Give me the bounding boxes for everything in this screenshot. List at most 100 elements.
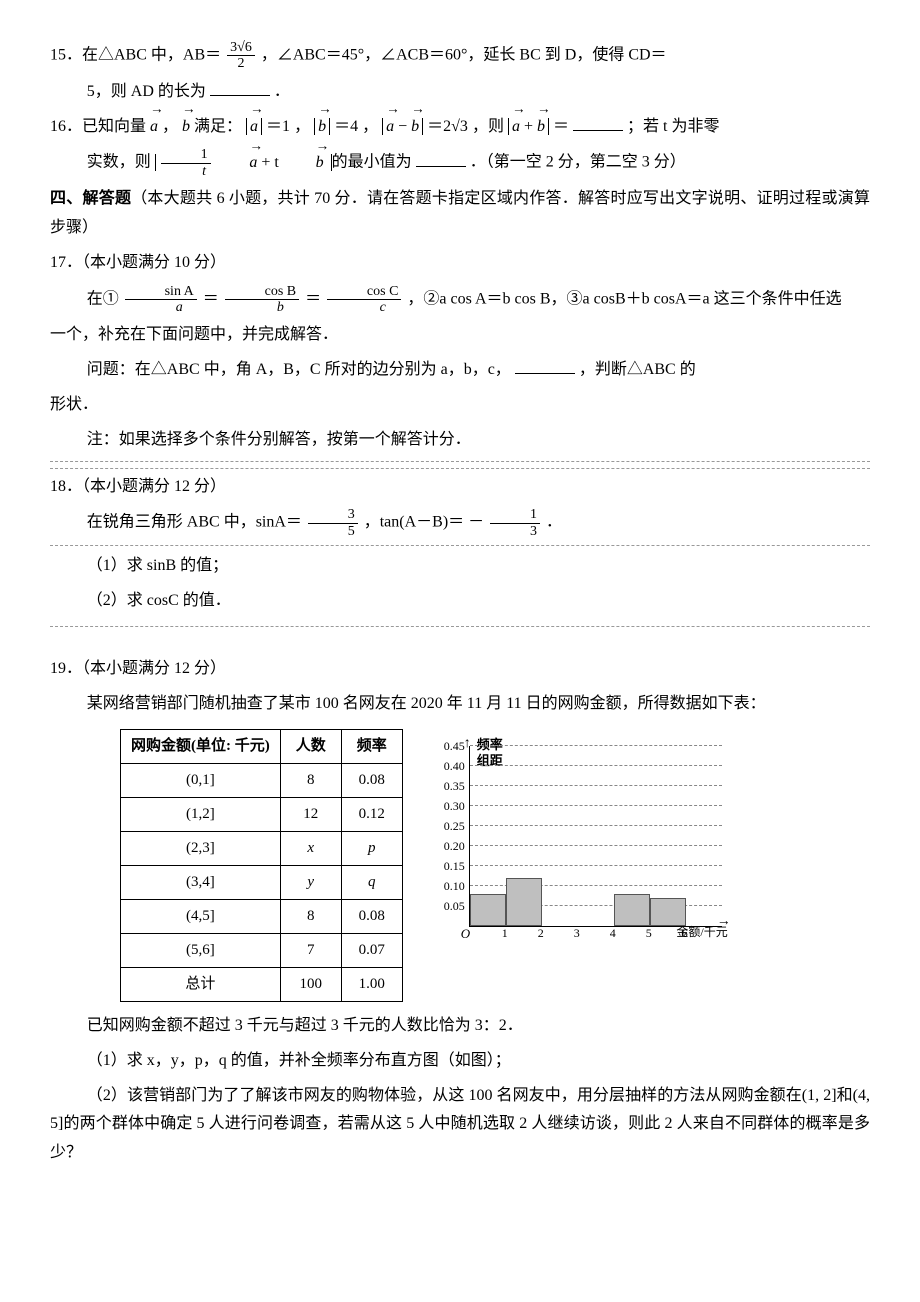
chart-bar bbox=[614, 894, 650, 926]
y-tick-label: 0.15 bbox=[429, 856, 465, 878]
q16-eq4rhs: ＝ bbox=[553, 118, 569, 135]
abs-inv-t-a-plus-tb: 1 t →a + t→b bbox=[155, 154, 332, 171]
x-tick-label: 5 bbox=[646, 923, 652, 945]
q17-frac2: cos Bb bbox=[225, 284, 299, 316]
q17-frac2n: cos B bbox=[225, 284, 299, 299]
abs-a-plus-b: →a + →b bbox=[508, 118, 549, 135]
question-19-note: 已知网购金额不超过 3 千元与超过 3 千元的人数比恰为 3：2． bbox=[50, 1012, 870, 1041]
question-15: 15．在△ABC 中，AB＝ 3√6 2 ，∠ABC＝45°，∠ACB＝60°，… bbox=[50, 40, 870, 72]
abs-a-minus-b: →a − →b bbox=[382, 118, 423, 135]
gridline bbox=[470, 745, 722, 746]
q18-frac1n: 3 bbox=[308, 507, 358, 522]
q16-suffix1: ；若 t 为非零 bbox=[627, 118, 719, 135]
q16-frac-num: 1 bbox=[161, 147, 211, 162]
q16-sep4: ，则 bbox=[472, 118, 504, 135]
gridline bbox=[470, 825, 722, 826]
table-cell: 0.07 bbox=[341, 934, 402, 968]
q17-blank[interactable] bbox=[515, 357, 575, 374]
q17-frac1: sin Aa bbox=[125, 284, 197, 316]
x-axis-arrow-icon: → bbox=[717, 909, 731, 934]
table-cell: 0.08 bbox=[341, 900, 402, 934]
question-17-line1: 在① sin Aa ＝ cos Bb ＝ cos Cc ，②a cos A＝b … bbox=[50, 284, 870, 316]
q17-frac3: cos Cc bbox=[327, 284, 401, 316]
q18-line1-mid: ，tan(A－B)＝ bbox=[364, 514, 464, 531]
q15-frac-num: 3√6 bbox=[227, 40, 255, 55]
q16-line2-mid: 的最小值为 bbox=[332, 154, 412, 171]
section-4-heading: 四、解答题（本大题共 6 小题，共计 70 分．请在答题卡指定区域内作答．解答时… bbox=[50, 185, 870, 243]
q16-text1: 满足： bbox=[194, 118, 242, 135]
question-17-line3: 问题：在△ABC 中，角 A，B，C 所对的边分别为 a，b，c， ，判断△AB… bbox=[50, 356, 870, 385]
table-cell: 总计 bbox=[121, 968, 281, 1002]
table-row: (0,1]80.08 bbox=[121, 764, 403, 798]
question-19-sub1: （1）求 x，y，p，q 的值，并补全频率分布直方图（如图）； bbox=[50, 1047, 870, 1076]
x-tick-label: 4 bbox=[610, 923, 616, 945]
table-row: (3,4]yq bbox=[121, 866, 403, 900]
q16-line2-suffix: ．（第一空 2 分，第二空 3 分） bbox=[470, 154, 686, 171]
q15-frac: 3√6 2 bbox=[227, 40, 255, 72]
vector-a-label: a bbox=[150, 118, 158, 135]
table-row: (5,6]70.07 bbox=[121, 934, 403, 968]
table-header: 网购金额(单位: 千元) bbox=[121, 730, 281, 764]
vector-a: →a bbox=[150, 113, 158, 142]
q15-frac-den: 2 bbox=[227, 55, 255, 71]
table-cell: x bbox=[280, 832, 341, 866]
table-cell: 0.12 bbox=[341, 798, 402, 832]
question-16-line2: 实数，则 1 t →a + t→b 的最小值为 ．（第一空 2 分，第二空 3 … bbox=[50, 147, 870, 179]
y-tick-label: 0.30 bbox=[429, 796, 465, 818]
gridline bbox=[470, 765, 722, 766]
question-19-figure-row: 网购金额(单位: 千元) 人数 频率 (0,1]80.08(1,2]120.12… bbox=[120, 729, 870, 1002]
divider bbox=[50, 461, 870, 462]
question-16: 16．已知向量 →a ， →b 满足： →a ＝1 ， →b ＝4 ， →a −… bbox=[50, 113, 870, 142]
table-cell: 12 bbox=[280, 798, 341, 832]
q18-frac2n: 1 bbox=[490, 507, 540, 522]
table-cell: 1.00 bbox=[341, 968, 402, 1002]
q18-line1-prefix: 在锐角三角形 ABC 中，sinA＝ bbox=[87, 514, 302, 531]
x-tick-label: 2 bbox=[538, 923, 544, 945]
q16-plus-tb: + t bbox=[261, 154, 278, 171]
table-cell: (4,5] bbox=[121, 900, 281, 934]
origin-label: O bbox=[461, 922, 470, 945]
y-tick-label: 0.45 bbox=[429, 736, 465, 758]
y-tick-label: 0.05 bbox=[429, 896, 465, 918]
q16-eq3rhs: ＝2√3 bbox=[427, 118, 468, 135]
q17-line3-prefix: 问题：在△ABC 中，角 A，B，C 所对的边分别为 a，b，c， bbox=[87, 361, 511, 378]
x-tick-label: 1 bbox=[502, 923, 508, 945]
table-cell: (2,3] bbox=[121, 832, 281, 866]
table-row: (4,5]80.08 bbox=[121, 900, 403, 934]
q15-line2-suffix: ． bbox=[274, 83, 290, 100]
q15-blank[interactable] bbox=[210, 79, 270, 96]
y-tick-label: 0.25 bbox=[429, 816, 465, 838]
table-cell: 0.08 bbox=[341, 764, 402, 798]
question-15-line2: 5，则 AD 的长为 ． bbox=[50, 78, 870, 107]
question-17-line5: 注：如果选择多个条件分别解答，按第一个解答计分． bbox=[50, 426, 870, 455]
q15-text: 15．在△ABC 中，AB＝ bbox=[50, 47, 221, 64]
table-cell: 8 bbox=[280, 900, 341, 934]
q16-blank2[interactable] bbox=[416, 150, 466, 167]
q19-chart: 频率 组距 ↑ 金额/千元 → O 0.050.100.150.200.250.… bbox=[423, 729, 743, 949]
abs-a: →a bbox=[246, 118, 262, 135]
table-cell: 8 bbox=[280, 764, 341, 798]
q16-blank1[interactable] bbox=[573, 114, 623, 131]
q17-frac2d: b bbox=[277, 300, 284, 315]
table-header: 人数 bbox=[280, 730, 341, 764]
question-18-line1: 在锐角三角形 ABC 中，sinA＝ 35 ，tan(A－B)＝ － 13 ． bbox=[50, 507, 870, 539]
table-row: (2,3]xp bbox=[121, 832, 403, 866]
q16-sep1: ， bbox=[162, 118, 178, 135]
q16-frac: 1 t bbox=[161, 147, 211, 179]
q17-frac1d: a bbox=[176, 300, 183, 315]
y-tick-label: 0.35 bbox=[429, 776, 465, 798]
q15-mid: ，∠ABC＝45°，∠ACB＝60°，延长 BC 到 D，使得 CD＝ bbox=[261, 47, 667, 64]
divider bbox=[50, 545, 870, 546]
table-cell: q bbox=[341, 866, 402, 900]
q18-sign: － bbox=[468, 514, 484, 531]
q16-prefix: 16．已知向量 bbox=[50, 118, 146, 135]
table-row: (1,2]120.12 bbox=[121, 798, 403, 832]
question-18-sub1: （1）求 sinB 的值； bbox=[50, 552, 870, 581]
q16-line2-prefix: 实数，则 bbox=[87, 154, 151, 171]
chart-plot-area: 金额/千元 bbox=[469, 746, 722, 927]
table-cell: (5,6] bbox=[121, 934, 281, 968]
gridline bbox=[470, 845, 722, 846]
x-tick-label: 3 bbox=[574, 923, 580, 945]
y-tick-label: 0.40 bbox=[429, 756, 465, 778]
section-4-rest: （本大题共 6 小题，共计 70 分．请在答题卡指定区域内作答．解答时应写出文字… bbox=[50, 190, 870, 236]
